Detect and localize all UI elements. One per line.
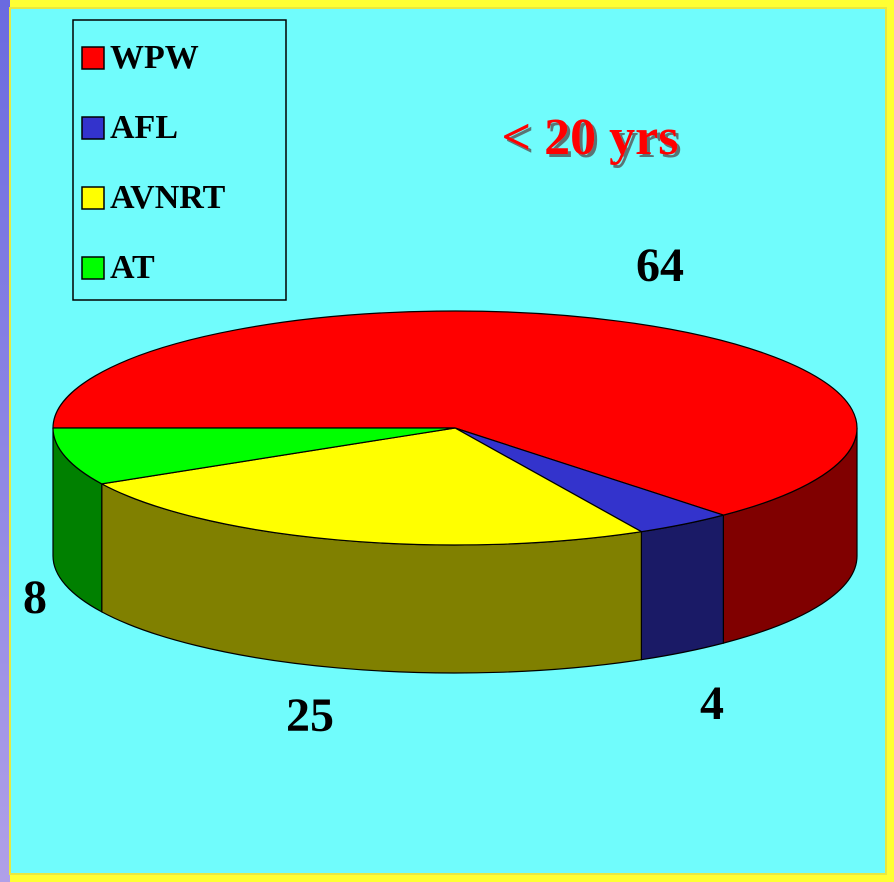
slice [52, 427, 456, 485]
data-label: 64 [636, 239, 684, 292]
legend-swatch [81, 46, 105, 70]
slice-side [640, 514, 724, 661]
legend-swatch [81, 116, 105, 140]
legend-swatch [81, 256, 105, 280]
data-label: 8 [23, 571, 47, 624]
chart-title: < 20 yrs [502, 109, 679, 166]
data-labels: 64 4 25 8 [23, 239, 724, 742]
legend-swatch [81, 186, 105, 210]
pie [52, 310, 858, 674]
slice [99, 427, 644, 546]
legend-label: AT [110, 249, 155, 286]
legend-label: WPW [110, 39, 199, 76]
frame-left [0, 0, 10, 882]
legend-box [72, 19, 287, 301]
data-label: 25 [286, 689, 334, 742]
slice [52, 310, 858, 516]
data-label: 4 [700, 677, 724, 730]
legend-label: AVNRT [110, 179, 226, 216]
legend-label: AFL [110, 109, 178, 146]
legend: WPW AFL AVNRT AT [81, 39, 226, 286]
